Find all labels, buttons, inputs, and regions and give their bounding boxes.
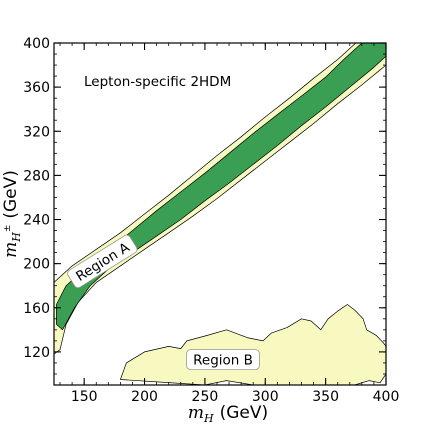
x-tick-label: 250 xyxy=(192,389,219,405)
chart-annotation: Lepton-specific 2HDM xyxy=(84,74,231,90)
y-tick-label: 320 xyxy=(23,124,50,140)
y-axis-unit: (GeV) xyxy=(1,170,21,219)
y-axis-symbol: m xyxy=(1,242,21,258)
x-tick-label: 350 xyxy=(312,389,339,405)
y-axis-label: mH± (GeV) xyxy=(1,170,23,258)
x-tick-label: 200 xyxy=(131,389,158,405)
y-tick-label: 160 xyxy=(23,301,50,317)
x-axis-unit: (GeV) xyxy=(220,403,269,423)
x-axis-symbol: m xyxy=(188,403,204,423)
y-tick-label: 400 xyxy=(23,36,50,52)
plot-frame xyxy=(53,42,387,386)
y-axis-subscript: H xyxy=(10,232,23,243)
x-tick-label: 150 xyxy=(71,389,98,405)
region-region-a-label-box xyxy=(67,234,138,289)
y-axis-superscript: ± xyxy=(3,225,13,233)
x-axis-subscript: H xyxy=(203,412,214,425)
y-tick-label: 200 xyxy=(23,257,50,273)
x-tick-label: 400 xyxy=(373,389,400,405)
region-region-b-label-box xyxy=(186,349,260,371)
y-tick-label: 280 xyxy=(23,168,50,184)
y-tick-label: 120 xyxy=(23,345,50,361)
y-tick-label: 360 xyxy=(23,80,50,96)
x-tick-label: 300 xyxy=(252,389,279,405)
y-tick-label: 240 xyxy=(23,213,50,229)
region-region-b-label-group: Region B xyxy=(186,349,260,371)
region-region-b-label: Region B xyxy=(193,353,253,369)
x-axis-label: mH (GeV) xyxy=(188,403,268,425)
axis-ticks: 150 200 250 300 350 400 120 160 200 240 280 320 360 4… xyxy=(23,36,399,405)
